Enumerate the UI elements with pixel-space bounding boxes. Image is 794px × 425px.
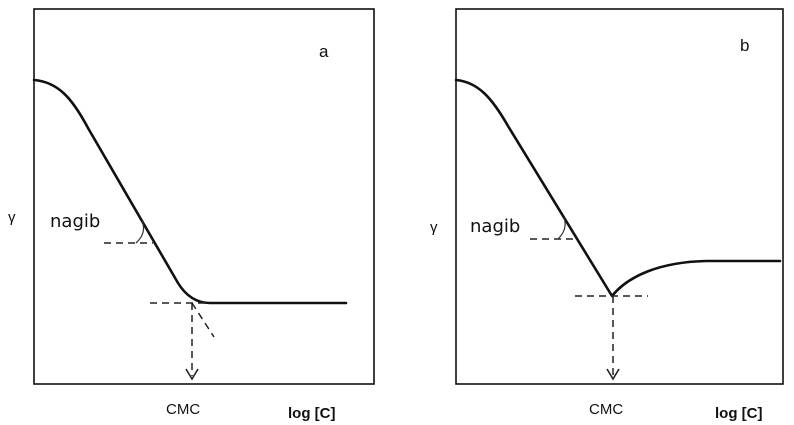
panel-a-slope-label: nagib xyxy=(50,211,100,232)
panel-b-curve xyxy=(454,78,782,298)
panel-a-curve xyxy=(32,78,348,305)
panel-b-slope-arc xyxy=(557,217,566,240)
panel-b-frame xyxy=(455,8,784,385)
panel-a-letter: a xyxy=(319,42,329,61)
panel-b-y-axis-label: γ xyxy=(430,219,438,236)
panel-b-x-axis-label: log [C] xyxy=(715,405,762,422)
panel-a: a γ nagib CMC log [C] xyxy=(8,8,375,422)
panel-a-cmc-tangent xyxy=(191,302,215,338)
panel-a-x-axis-label: log [C] xyxy=(288,405,335,422)
panel-a-frame xyxy=(33,8,375,385)
panel-a-y-axis-label: γ xyxy=(8,209,16,226)
panel-b-cmc-label: CMC xyxy=(589,401,623,418)
panel-b-slope-label: nagib xyxy=(470,216,520,237)
panel-b-arrowhead-icon xyxy=(606,368,620,381)
panel-b: b γ nagib CMC log [C] xyxy=(430,8,784,422)
panel-a-arrowhead-icon xyxy=(185,368,199,381)
panel-b-letter: b xyxy=(740,36,749,55)
panel-a-slope-arc xyxy=(135,220,145,244)
panel-a-cmc-label: CMC xyxy=(166,401,200,418)
